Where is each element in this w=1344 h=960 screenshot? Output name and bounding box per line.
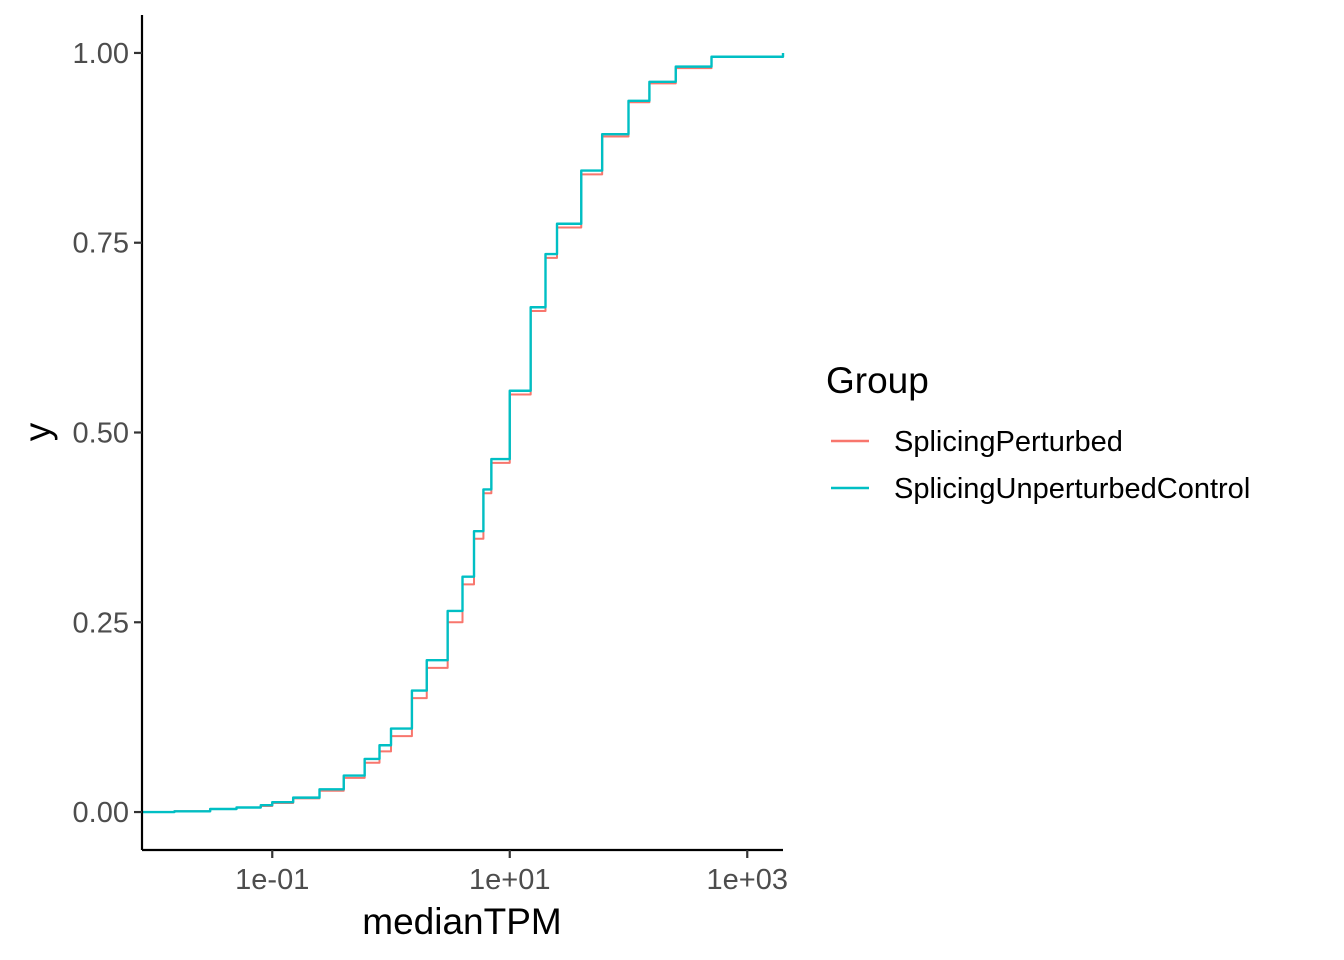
y-tick-label: 0.75 (73, 228, 129, 260)
plot-series-layer (142, 52, 785, 814)
y-axis-ticks: 0.00 0.25 0.50 0.75 1.00 (73, 38, 142, 829)
y-tick-label: 0.25 (73, 607, 129, 639)
legend-label: SplicingPerturbed (894, 426, 1123, 458)
y-tick-label: 0.00 (73, 797, 129, 829)
y-tick-label: 1.00 (73, 38, 129, 70)
x-tick-label: 1e-01 (235, 864, 309, 896)
x-axis-title: medianTPM (362, 901, 561, 942)
y-axis-title: y (17, 422, 58, 441)
legend: Group SplicingPerturbed SplicingUnperturb… (826, 360, 1250, 505)
legend-title: Group (826, 360, 929, 401)
legend-items: SplicingPerturbed SplicingUnperturbedCont… (831, 426, 1250, 505)
series-line-SplicingPerturbed (142, 52, 784, 814)
series-line-SplicingUnperturbedControl (142, 52, 785, 814)
x-tick-label: 1e+01 (469, 864, 550, 896)
y-tick-label: 0.50 (73, 418, 129, 450)
x-tick-label: 1e+03 (707, 864, 788, 896)
x-axis-ticks: 1e-01 1e+01 1e+03 (235, 850, 788, 896)
legend-label: SplicingUnperturbedControl (894, 473, 1250, 505)
